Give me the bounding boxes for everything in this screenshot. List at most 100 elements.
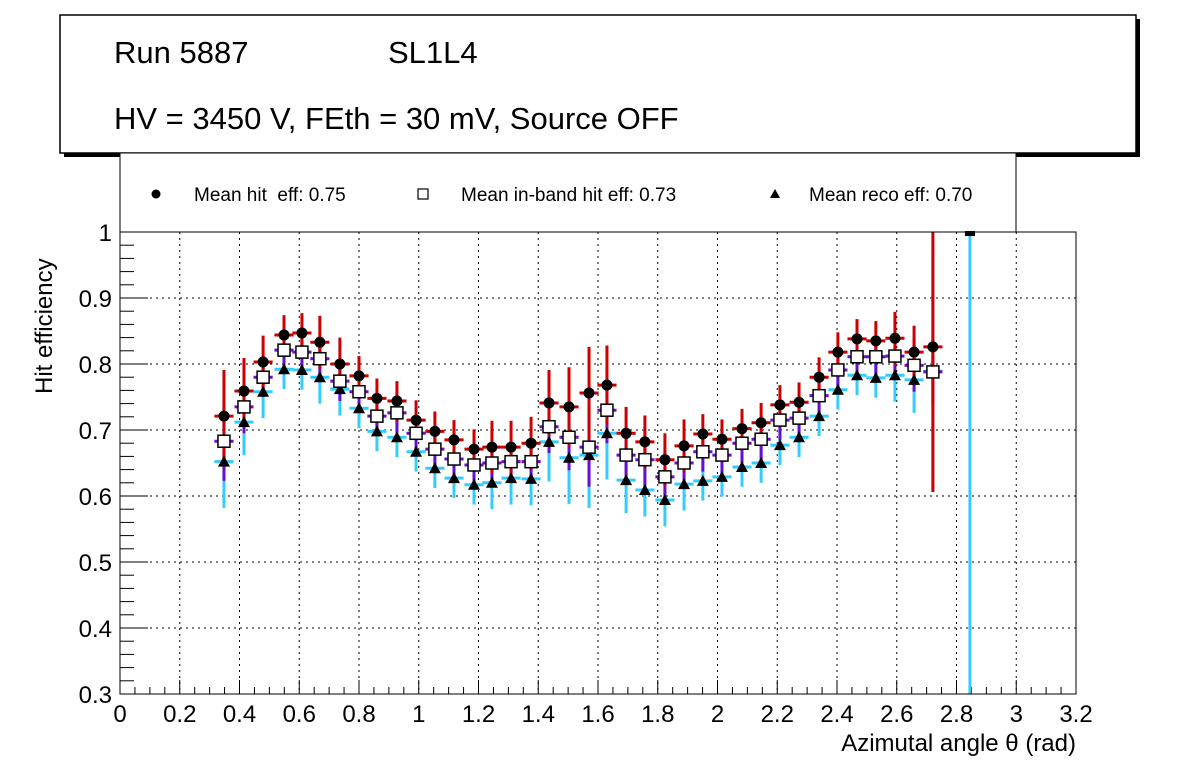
y-tick-label: 1 — [99, 220, 112, 247]
x-tick-label: 1.2 — [462, 701, 495, 728]
reco-eff-point — [908, 373, 921, 385]
reco-eff-point — [295, 363, 308, 375]
reco-eff-point — [485, 476, 498, 488]
reco-eff-point — [696, 474, 709, 486]
y-tick-label: 0.6 — [79, 484, 112, 511]
hit-eff-point — [678, 440, 690, 452]
conditions-label: HV = 3450 V, FEth = 30 mV, Source OFF — [114, 101, 679, 136]
reco-eff-point — [773, 439, 786, 451]
x-tick-label: 0.4 — [223, 701, 256, 728]
reco-eff-point — [428, 462, 441, 474]
inband-eff-point — [409, 426, 423, 441]
reco-eff-point — [715, 470, 728, 482]
inband-eff-point — [447, 452, 461, 466]
reco-eff-point — [333, 383, 346, 395]
inband-eff-point — [696, 445, 710, 459]
inband-eff-point — [600, 403, 614, 417]
y-tick-label: 0.3 — [79, 682, 112, 709]
inband-eff-point — [773, 413, 787, 427]
x-tick-label: 0.6 — [283, 701, 316, 728]
hit-eff-point — [736, 423, 748, 435]
x-tick-label: 3 — [1010, 701, 1023, 728]
reco-eff-point — [793, 431, 806, 443]
inband-eff-point — [256, 370, 270, 384]
hit-eff-point — [391, 395, 403, 407]
reco-eff-point — [370, 425, 383, 437]
x-tick-label: 2.2 — [761, 701, 794, 728]
hit-eff-point — [468, 443, 480, 455]
reco-eff-point — [600, 427, 613, 439]
y-axis-title: Hit efficiency — [31, 258, 58, 394]
x-tick-label: 0.2 — [163, 701, 196, 728]
hit-eff-point — [927, 341, 939, 353]
hit-eff-point — [543, 397, 555, 409]
x-tick-label: 1 — [412, 701, 425, 728]
y-tick-label: 0.9 — [79, 286, 112, 313]
inband-eff-point — [754, 432, 768, 446]
hit-eff-point — [832, 346, 844, 358]
hit-eff-point — [583, 387, 595, 399]
reco-eff-point — [353, 402, 365, 414]
hit-eff-point — [889, 332, 901, 344]
x-tick-label: 2.6 — [880, 701, 913, 728]
inband-eff-point — [467, 458, 481, 472]
hit-eff-point — [793, 396, 805, 408]
reco-eff-point — [813, 410, 826, 422]
reco-eff-point — [620, 474, 633, 486]
inband-eff-point — [735, 436, 749, 450]
x-tick-label: 1.4 — [522, 701, 555, 728]
inband-eff-point — [638, 452, 652, 467]
inband-eff-point — [907, 358, 921, 373]
reco-eff-point — [851, 369, 864, 381]
reco-eff-point — [964, 231, 975, 236]
hit-eff-point — [697, 428, 709, 440]
hit-eff-point — [639, 436, 651, 448]
inband-eff-point — [237, 400, 251, 414]
x-tick-labels: 0 0.2 0.4 0.6 0.8 1 1.2 1.4 1.6 1.8 2 2.2 2.4 2.6 2.8 3… — [113, 701, 1092, 728]
legend-square-marker — [417, 188, 429, 200]
inband-eff-point — [850, 349, 864, 364]
reco-eff-point — [313, 371, 326, 383]
inband-eff-point — [582, 440, 596, 454]
reco-eff-point — [410, 445, 423, 457]
inband-eff-point — [869, 349, 883, 364]
inband-eff-point — [715, 448, 729, 462]
reco-eff-point — [525, 472, 538, 484]
x-tick-label: 2 — [711, 701, 724, 728]
inband-eff-point — [390, 406, 404, 420]
hit-eff-point — [218, 410, 230, 422]
hit-eff-point — [851, 333, 863, 345]
y-tick-label: 0.8 — [79, 352, 112, 379]
inband-eff-point — [524, 454, 538, 469]
title-box: Run 5887 SL1L4 HV = 3450 V, FEth = 30 mV… — [59, 14, 1140, 157]
inband-eff-point — [277, 343, 291, 357]
layer-label: SL1L4 — [388, 35, 478, 70]
inband-eff-point — [831, 363, 845, 377]
hit-eff-point — [525, 437, 537, 449]
reco-eff-point — [468, 478, 481, 490]
reco-eff-point — [755, 457, 768, 468]
run-label: Run 5887 — [114, 35, 248, 70]
x-axis-title: Azimutal angle θ (rad) — [841, 730, 1076, 757]
legend: Mean hit eff: 0.75 Mean in-band hit eff:… — [119, 152, 1017, 233]
legend-reco-eff: Mean reco eff: 0.70 — [809, 185, 972, 206]
inband-eff-point — [562, 430, 576, 445]
reco-eff-point — [638, 484, 651, 496]
hit-eff-point — [238, 385, 250, 397]
x-tick-label: 3.2 — [1059, 701, 1092, 728]
hit-eff-point — [410, 414, 422, 426]
hit-eff-point — [563, 401, 575, 413]
hit-eff-point — [659, 454, 671, 466]
hit-eff-point — [813, 371, 825, 383]
reco-eff-point — [563, 451, 576, 463]
reco-eff-point — [583, 449, 596, 461]
hit-eff-point — [505, 441, 517, 453]
x-tick-label: 2.4 — [820, 701, 853, 728]
legend-triangle-marker — [770, 189, 780, 198]
x-tick-label: 2.8 — [940, 701, 973, 728]
inband-eff-point — [504, 454, 518, 469]
y-tick-label: 0.5 — [79, 550, 112, 577]
hit-eff-point — [257, 356, 269, 368]
inband-eff-point — [888, 349, 902, 363]
